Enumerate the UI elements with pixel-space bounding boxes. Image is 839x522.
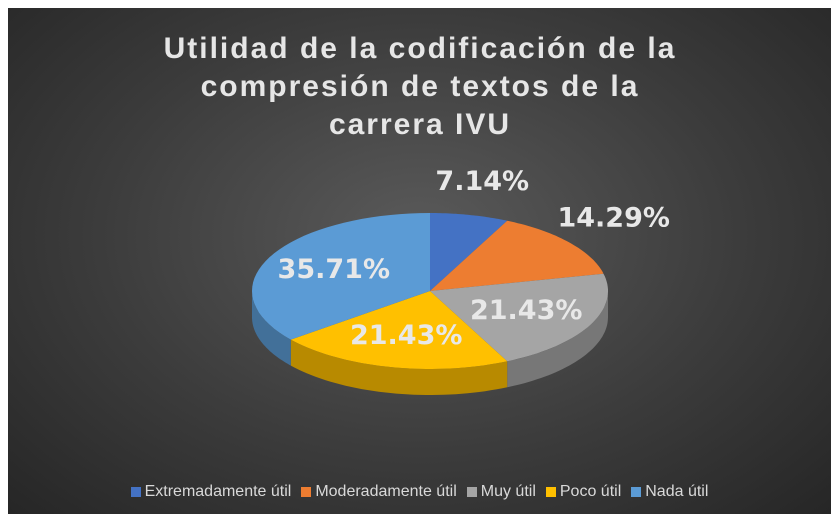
slice-side	[252, 291, 291, 366]
legend-swatch	[301, 487, 312, 497]
chart: Utilidad de la codificación de la compre…	[8, 8, 831, 514]
chart-title: Utilidad de la codificación de la compre…	[163, 32, 677, 141]
legend-label: Muy útil	[480, 483, 536, 500]
legend-item: Moderadamente útil	[301, 483, 457, 501]
slice-side	[290, 339, 508, 395]
legend-swatch	[631, 487, 642, 497]
legend-swatch	[130, 487, 141, 497]
data-label: 7.14%	[435, 166, 529, 197]
slice	[430, 273, 608, 362]
slice	[430, 220, 604, 291]
plot: 7.14% 14.29% 21.43% 21.43% 35.71%	[252, 166, 670, 395]
legend-label: Nada útil	[645, 483, 709, 500]
data-label: 21.43%	[470, 295, 582, 326]
slice	[430, 213, 508, 291]
legend-item: Muy útil	[466, 483, 536, 501]
data-label: 35.71%	[278, 254, 390, 285]
slice-side	[507, 291, 608, 388]
legend-item: Poco útil	[545, 483, 622, 501]
data-label: 21.43%	[350, 320, 462, 351]
legend-label: Extremadamente útil	[144, 483, 292, 500]
data-label: 14.29%	[557, 202, 669, 233]
legend-label: Poco útil	[559, 483, 622, 500]
legend-item: Extremadamente útil	[130, 483, 292, 501]
legend-swatch	[545, 487, 556, 497]
slice	[252, 213, 430, 340]
legend-item: Nada útil	[631, 483, 708, 501]
legend-label: Moderadamente útil	[315, 483, 457, 500]
legend: Extremadamente útil Moderadamente útil Muy…	[8, 483, 831, 501]
slice	[290, 291, 508, 369]
legend-swatch	[466, 487, 477, 497]
